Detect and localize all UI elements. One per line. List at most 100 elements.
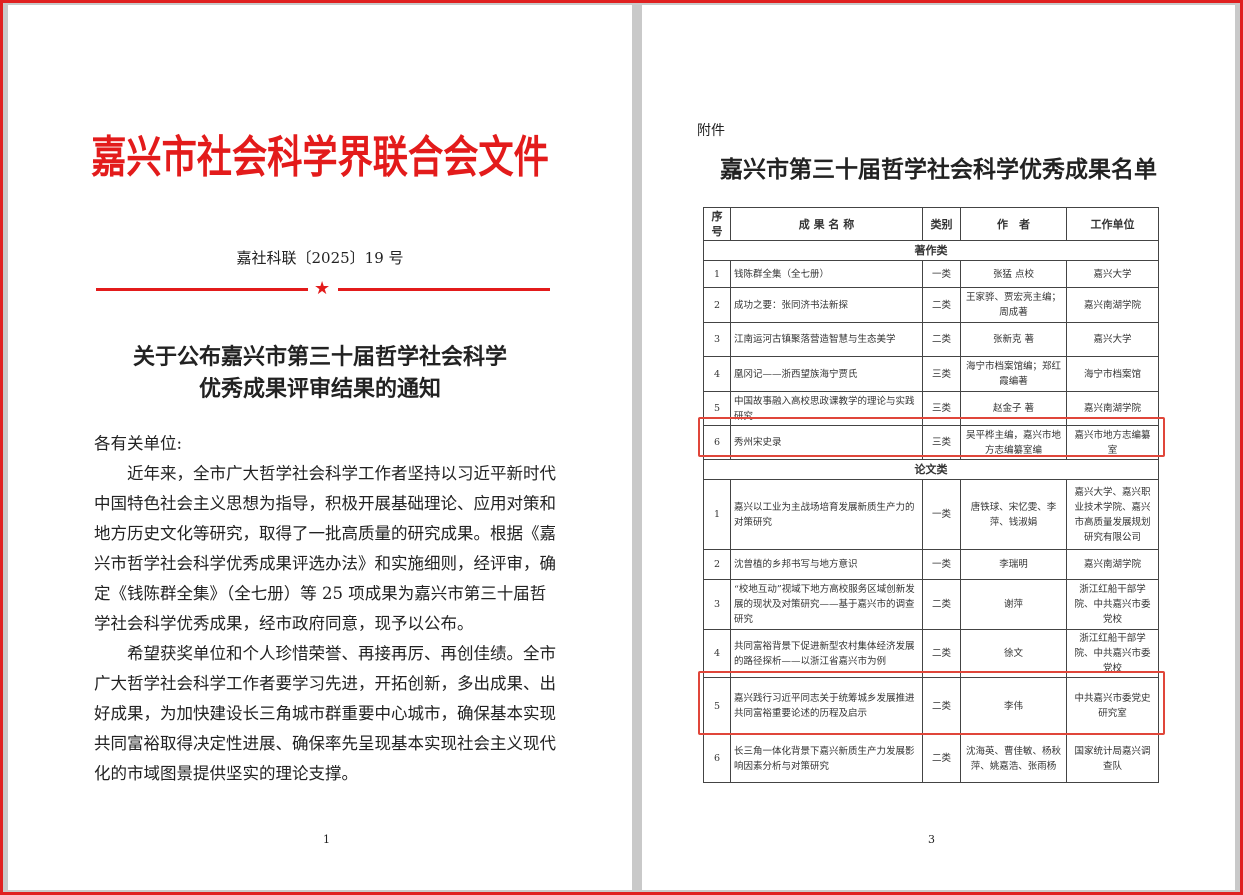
cell-author: 王家骅、贾宏亮主编；周成著	[960, 287, 1067, 323]
cell-title: 嘉兴以工业为主战场培育发展新质生产力的对策研究	[730, 479, 923, 550]
cell-index: 2	[703, 549, 731, 580]
section-row: 论文类	[703, 459, 1159, 480]
cell-title: 凰冈记——浙西望族海宁贾氏	[730, 356, 923, 392]
cell-unit: 嘉兴南湖学院	[1066, 391, 1159, 426]
table-header-row: 序号成 果 名 称类别作 者工作单位	[703, 207, 1159, 241]
cell-category: 一类	[922, 260, 961, 288]
attachment-label: 附件	[697, 123, 725, 139]
cell-index: 6	[703, 734, 731, 783]
cell-category: 二类	[922, 322, 961, 357]
cell-category: 三类	[922, 356, 961, 392]
cell-category: 二类	[922, 629, 961, 678]
cell-unit: 中共嘉兴市委党史研究室	[1066, 677, 1159, 735]
cell-category: 一类	[922, 479, 961, 550]
cell-title: 共同富裕背景下促进新型农村集体经济发展的路径探析——以浙江省嘉兴市为例	[730, 629, 923, 678]
section-row: 著作类	[703, 240, 1159, 261]
column-header: 作 者	[960, 207, 1067, 241]
highlight-box-2	[698, 671, 1165, 735]
cell-title: “校地互动”视域下地方高校服务区域创新发展的现状及对策研究——基于嘉兴市的调查研…	[730, 579, 923, 630]
cell-category: 二类	[922, 287, 961, 323]
table-row: 3 “校地互动”视域下地方高校服务区域创新发展的现状及对策研究——基于嘉兴市的调查…	[703, 579, 1159, 630]
text-line: 近年来，全市广大哲学社会科学工作者坚持以习近平新时代	[94, 464, 556, 483]
page-number: 1	[323, 833, 330, 846]
red-divider-right	[338, 288, 550, 291]
page-number: 3	[928, 833, 935, 846]
cell-category: 三类	[922, 425, 961, 460]
document-page-1: 嘉兴市社会科学界联合会文件 嘉社科联〔2025〕19 号 ★ 关于公布嘉兴市第三…	[8, 5, 632, 890]
table-row: 2 沈曾植的乡邦书写与地方意识 一类 李瑞明 嘉兴南湖学院	[703, 549, 1159, 580]
table-row: 6 秀州宋史录 三类 吴平桦主编，嘉兴市地方志编纂室编 嘉兴市地方志编纂室	[703, 425, 1159, 460]
cell-index: 2	[703, 287, 731, 323]
cell-unit: 国家统计局嘉兴调查队	[1066, 734, 1159, 783]
table-row: 2 成功之要：张同济书法新探 二类 王家骅、贾宏亮主编；周成著 嘉兴南湖学院	[703, 287, 1159, 323]
text-line: 中国特色社会主义思想为指导，积极开展基础理论、应用对策和	[94, 494, 556, 513]
cell-unit: 嘉兴南湖学院	[1066, 287, 1159, 323]
document-number: 嘉社科联〔2025〕19 号	[236, 249, 404, 267]
text-line: 好成果，为加快建设长三角城市群重要中心城市，确保基本实现	[94, 704, 556, 723]
cell-author: 海宁市档案馆编；郑红霞编著	[960, 356, 1067, 392]
table-row: 4 共同富裕背景下促进新型农村集体经济发展的路径探析——以浙江省嘉兴市为例 二类 徐文…	[703, 629, 1159, 678]
table-row: 5 嘉兴践行习近平同志关于统筹城乡发展推进共同富裕重要论述的历程及启示 二类 李伟 中共…	[703, 677, 1159, 735]
cell-unit: 浙江红船干部学院、中共嘉兴市委党校	[1066, 629, 1159, 678]
cell-title: 嘉兴践行习近平同志关于统筹城乡发展推进共同富裕重要论述的历程及启示	[730, 677, 923, 735]
column-header: 工作单位	[1066, 207, 1159, 241]
column-header: 序号	[703, 207, 731, 241]
text-line: 兴市哲学社会科学优秀成果评选办法》和实施细则，经评审，确	[94, 554, 556, 573]
cell-author: 吴平桦主编，嘉兴市地方志编纂室编	[960, 425, 1067, 460]
text-line: 化的市域图景提供坚实的理论支撑。	[94, 764, 358, 783]
cell-index: 3	[703, 579, 731, 630]
cell-unit: 嘉兴大学、嘉兴职业技术学院、嘉兴市高质量发展规划研究有限公司	[1066, 479, 1159, 550]
cell-index: 3	[703, 322, 731, 357]
cell-title: 成功之要：张同济书法新探	[730, 287, 923, 323]
cell-index: 4	[703, 356, 731, 392]
cell-author: 李伟	[960, 677, 1067, 735]
cell-unit: 海宁市档案馆	[1066, 356, 1159, 392]
cell-author: 沈海英、曹佳敏、杨秋萍、姚嘉浩、张雨杨	[960, 734, 1067, 783]
paragraph-2: 希望获奖单位和个人珍惜荣誉、再接再厉、再创佳绩。全市 广大哲学社会科学工作者要学习…	[94, 639, 594, 789]
table-row: 1 嘉兴以工业为主战场培育发展新质生产力的对策研究 一类 唐铁球、宋忆雯、李萍、钱淑娟…	[703, 479, 1159, 550]
cell-unit: 嘉兴大学	[1066, 260, 1159, 288]
cell-author: 李瑞明	[960, 549, 1067, 580]
cell-unit: 嘉兴南湖学院	[1066, 549, 1159, 580]
table-row: 5 中国故事融入高校思政课教学的理论与实践研究 三类 赵金子 著嘉兴南湖学院	[703, 391, 1159, 426]
section-label: 著作类	[703, 240, 1159, 261]
table-row: 4 凰冈记——浙西望族海宁贾氏 三类 海宁市档案馆编；郑红霞编著 海宁市档案馆	[703, 356, 1159, 392]
red-divider-left	[96, 288, 308, 291]
text-line: 定《钱陈群全集》（全七册）等 25 项成果为嘉兴市第三十届哲	[94, 584, 547, 603]
cell-category: 二类	[922, 734, 961, 783]
awards-table: 序号成 果 名 称类别作 者工作单位 著作类 1 钱陈群全集（全七册） 一类 张猛 点校…	[703, 207, 1159, 783]
document-header-title: 嘉兴市社会科学界联合会文件	[91, 132, 549, 183]
cell-title: 钱陈群全集（全七册）	[730, 260, 923, 288]
notice-heading-line-2: 优秀成果评审结果的通知	[198, 376, 441, 402]
column-header: 成 果 名 称	[730, 207, 923, 241]
cell-title: 秀州宋史录	[730, 425, 923, 460]
cell-category: 二类	[922, 579, 961, 630]
text-line: 地方历史文化等研究，取得了一批高质量的研究成果。根据《嘉	[94, 524, 556, 543]
highlight-box-1	[698, 417, 1165, 457]
salutation: 各有关单位:	[94, 434, 183, 453]
cell-category: 二类	[922, 677, 961, 735]
list-title: 嘉兴市第三十届哲学社会科学优秀成果名单	[720, 156, 1157, 183]
cell-title: 长三角一体化背景下嘉兴新质生产力发展影响因素分析与对策研究	[730, 734, 923, 783]
table-row: 3 江南运河古镇聚落营造智慧与生态美学 二类 张新克 著嘉兴大学	[703, 322, 1159, 357]
document-page-3: 附件 嘉兴市第三十届哲学社会科学优秀成果名单 序号成 果 名 称类别作 者工作单…	[642, 5, 1235, 890]
cell-index: 1	[703, 260, 731, 288]
notice-body: 各有关单位: 近年来，全市广大哲学社会科学工作者坚持以习近平新时代 中国特色社会主…	[94, 429, 594, 789]
column-header: 类别	[922, 207, 961, 241]
section-label: 论文类	[703, 459, 1159, 480]
cell-unit: 浙江红船干部学院、中共嘉兴市委党校	[1066, 579, 1159, 630]
table-row: 1 钱陈群全集（全七册） 一类 张猛 点校 嘉兴大学	[703, 260, 1159, 288]
text-line: 希望获奖单位和个人珍惜荣誉、再接再厉、再创佳绩。全市	[94, 644, 556, 663]
star-icon: ★	[314, 278, 331, 299]
cell-author: 唐铁球、宋忆雯、李萍、钱淑娟	[960, 479, 1067, 550]
notice-heading-line-1: 关于公布嘉兴市第三十届哲学社会科学	[132, 344, 507, 370]
cell-category: 一类	[922, 549, 961, 580]
cell-title: 沈曾植的乡邦书写与地方意识	[730, 549, 923, 580]
cell-author: 张新克 著	[960, 322, 1067, 357]
text-line: 学社会科学优秀成果，经市政府同意，现予以公布。	[94, 614, 474, 633]
paragraph-1: 近年来，全市广大哲学社会科学工作者坚持以习近平新时代 中国特色社会主义思想为指导，…	[94, 459, 594, 639]
cell-index: 1	[703, 479, 731, 550]
cell-index: 4	[703, 629, 731, 678]
cell-unit: 嘉兴大学	[1066, 322, 1159, 357]
table-row: 6 长三角一体化背景下嘉兴新质生产力发展影响因素分析与对策研究 二类 沈海英、曹佳敏、…	[703, 734, 1159, 783]
